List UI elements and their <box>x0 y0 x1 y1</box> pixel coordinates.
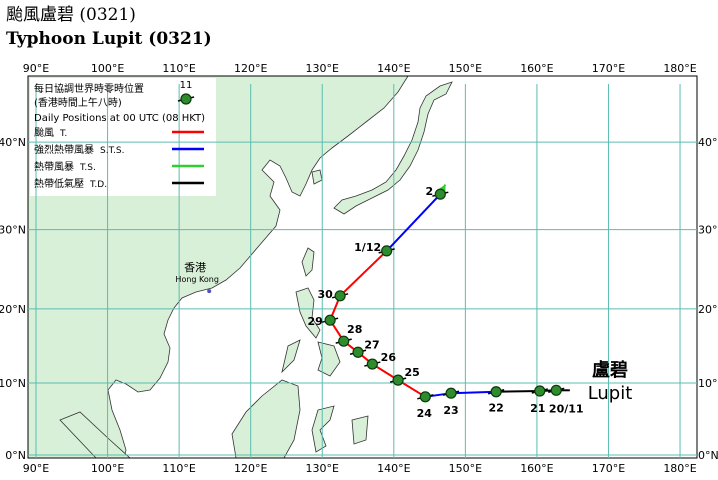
position-label: 27 <box>364 338 379 351</box>
legend-abbr: T.S. <box>79 163 96 173</box>
land <box>59 411 132 459</box>
y-tick-label: 10°N <box>698 377 718 390</box>
position-marker <box>324 314 336 326</box>
y-tick-label: 0°N <box>5 449 26 462</box>
position-marker <box>434 188 446 200</box>
position-label: 26 <box>381 351 397 364</box>
x-tick-label: 170°E <box>592 62 625 75</box>
position-label: 25 <box>404 366 419 379</box>
y-tick-label: 10°N <box>0 377 26 390</box>
y-tick-label: 0°N <box>698 449 718 462</box>
y-tick-label: 20°N <box>698 303 718 316</box>
position-label: 2 <box>425 185 433 198</box>
x-tick-label: 140°E <box>377 462 410 475</box>
x-tick-label: 130°E <box>306 462 339 475</box>
y-tick-label: 40°N <box>0 136 26 149</box>
x-tick-label: 170°E <box>592 462 625 475</box>
position-marker <box>334 290 346 302</box>
position-label: 21 <box>530 402 545 415</box>
y-tick-label: 30°N <box>0 224 26 237</box>
legend-entry: 颱風 T. <box>34 127 67 139</box>
position-marker <box>338 335 350 347</box>
legend-sample-label: 11 <box>180 80 193 91</box>
land <box>351 415 369 445</box>
map <box>27 75 698 459</box>
land <box>295 287 321 339</box>
legend-title: 每日協調世界時零時位置 <box>34 82 144 95</box>
y-tick-label: 20°N <box>0 303 26 316</box>
x-tick-label: 150°E <box>449 462 482 475</box>
legend-name: 熱帶風暴 <box>34 160 74 173</box>
legend-abbr: S.T.S. <box>100 146 124 156</box>
land <box>333 81 453 215</box>
place-name-en: Hong Kong <box>175 275 219 284</box>
land <box>281 339 301 374</box>
position-marker <box>352 346 364 358</box>
legend-entry: 強烈熱帶風暴 S.T.S. <box>34 143 124 156</box>
position-label: 20/11 <box>549 402 584 415</box>
storm-name-en: Lupit <box>588 383 633 404</box>
land <box>311 405 335 453</box>
track-segment <box>496 390 540 393</box>
land <box>301 247 315 277</box>
x-tick-label: 130°E <box>306 62 339 75</box>
x-tick-label: 100°E <box>91 62 124 75</box>
place-name-zh: 香港 <box>184 261 206 274</box>
x-tick-label: 180°E <box>663 62 696 75</box>
x-tick-label: 90°E <box>23 62 49 75</box>
map-frame <box>27 75 698 459</box>
title-zh: 颱風盧碧 (0321) <box>6 5 136 25</box>
position-marker <box>490 386 502 398</box>
position-label: 22 <box>488 402 503 415</box>
x-tick-label: 110°E <box>162 462 195 475</box>
position-marker <box>381 245 393 257</box>
legend-subtitle: (香港時間上午八時) <box>34 96 122 109</box>
legend-title-en: Daily Positions at 00 UTC (08 HKT) <box>34 113 205 124</box>
legend-name: 熱帶低氣壓 <box>34 177 84 190</box>
position-marker <box>445 387 457 399</box>
position-marker <box>366 358 378 370</box>
x-tick-label: 160°E <box>520 62 553 75</box>
legend-name: 強烈熱帶風暴 <box>34 143 94 156</box>
position-label: 24 <box>417 407 433 420</box>
legend-entry: 熱帶低氣壓 T.D. <box>34 177 107 190</box>
place-dot <box>207 289 212 294</box>
position-marker <box>419 391 431 403</box>
track-segment <box>385 193 442 252</box>
legend-abbr: T. <box>59 129 67 139</box>
x-tick-label: 90°E <box>23 462 49 475</box>
track-segment <box>451 390 497 395</box>
x-tick-label: 100°E <box>91 462 124 475</box>
position-marker <box>392 374 404 386</box>
track-segment <box>339 250 388 297</box>
position-label: 30 <box>317 288 333 301</box>
position-label: 23 <box>443 404 458 417</box>
x-tick-label: 140°E <box>377 62 410 75</box>
legend-abbr: T.D. <box>89 180 107 190</box>
x-tick-label: 110°E <box>162 62 195 75</box>
legend-entry: 熱帶風暴 T.S. <box>34 160 96 173</box>
title-en: Typhoon Lupit (0321) <box>6 29 212 49</box>
position-marker <box>550 384 562 396</box>
x-tick-label: 120°E <box>234 462 267 475</box>
storm-name-zh: 盧碧 <box>592 359 628 381</box>
position-label: 29 <box>307 315 322 328</box>
position-marker <box>534 385 546 397</box>
y-tick-label: 30°N <box>698 224 718 237</box>
position-label: 28 <box>347 323 362 336</box>
legend-name: 颱風 <box>34 127 54 139</box>
x-tick-label: 180°E <box>663 462 696 475</box>
x-tick-label: 150°E <box>449 62 482 75</box>
y-tick-label: 40°N <box>698 136 718 149</box>
x-tick-label: 160°E <box>520 462 553 475</box>
x-tick-label: 120°E <box>234 62 267 75</box>
marker <box>180 93 192 105</box>
position-label: 1/12 <box>354 241 381 254</box>
